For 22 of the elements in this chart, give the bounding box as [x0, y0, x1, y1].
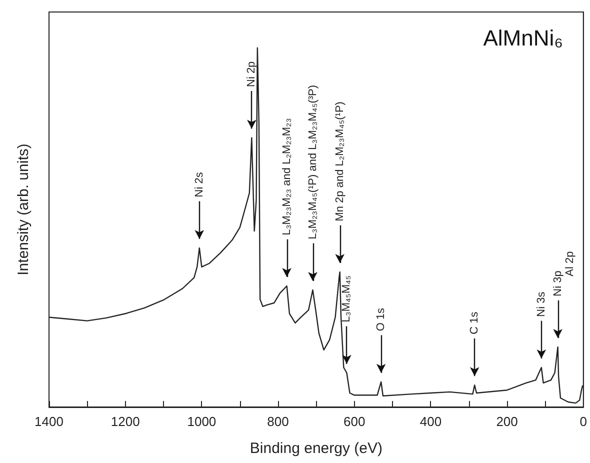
- annotation: O 1s: [375, 307, 388, 332]
- annotation: L₃M₄₅M₄₅: [340, 275, 353, 322]
- x-tick-label: 600: [344, 414, 366, 429]
- x-tick-label: 800: [267, 414, 289, 429]
- x-axis-title: Binding energy (eV): [250, 440, 382, 457]
- x-tick-label: 400: [420, 414, 442, 429]
- annotation: Al 2p: [564, 251, 576, 276]
- y-axis-title: Intensity (arb. units): [15, 144, 32, 276]
- x-tick-label: 0: [580, 414, 587, 429]
- annotation: Mn 2p and L₂M₂₃M₄₅(¹P): [334, 102, 346, 222]
- x-tick-label: 1200: [110, 414, 140, 429]
- annotation: Ni 3s: [535, 291, 548, 317]
- annotation: C 1s: [468, 311, 481, 334]
- annotation: Ni 2s: [193, 172, 206, 198]
- annotation: L₃M₂₃M₄₅(¹P) and L₃M₂₃M₄₅(³P): [306, 84, 319, 240]
- annotation: Ni 3p: [552, 270, 564, 296]
- x-tick-label: 1400: [34, 414, 64, 429]
- annotation: Ni 2p: [246, 61, 258, 87]
- chart-title: AlMnNi₆: [483, 26, 564, 50]
- x-tick-label: 1000: [187, 414, 216, 429]
- annotation: L₃M₂₃M₂₃ and L₂M₂₃M₂₃: [280, 118, 293, 236]
- x-tick-label: 200: [496, 414, 518, 429]
